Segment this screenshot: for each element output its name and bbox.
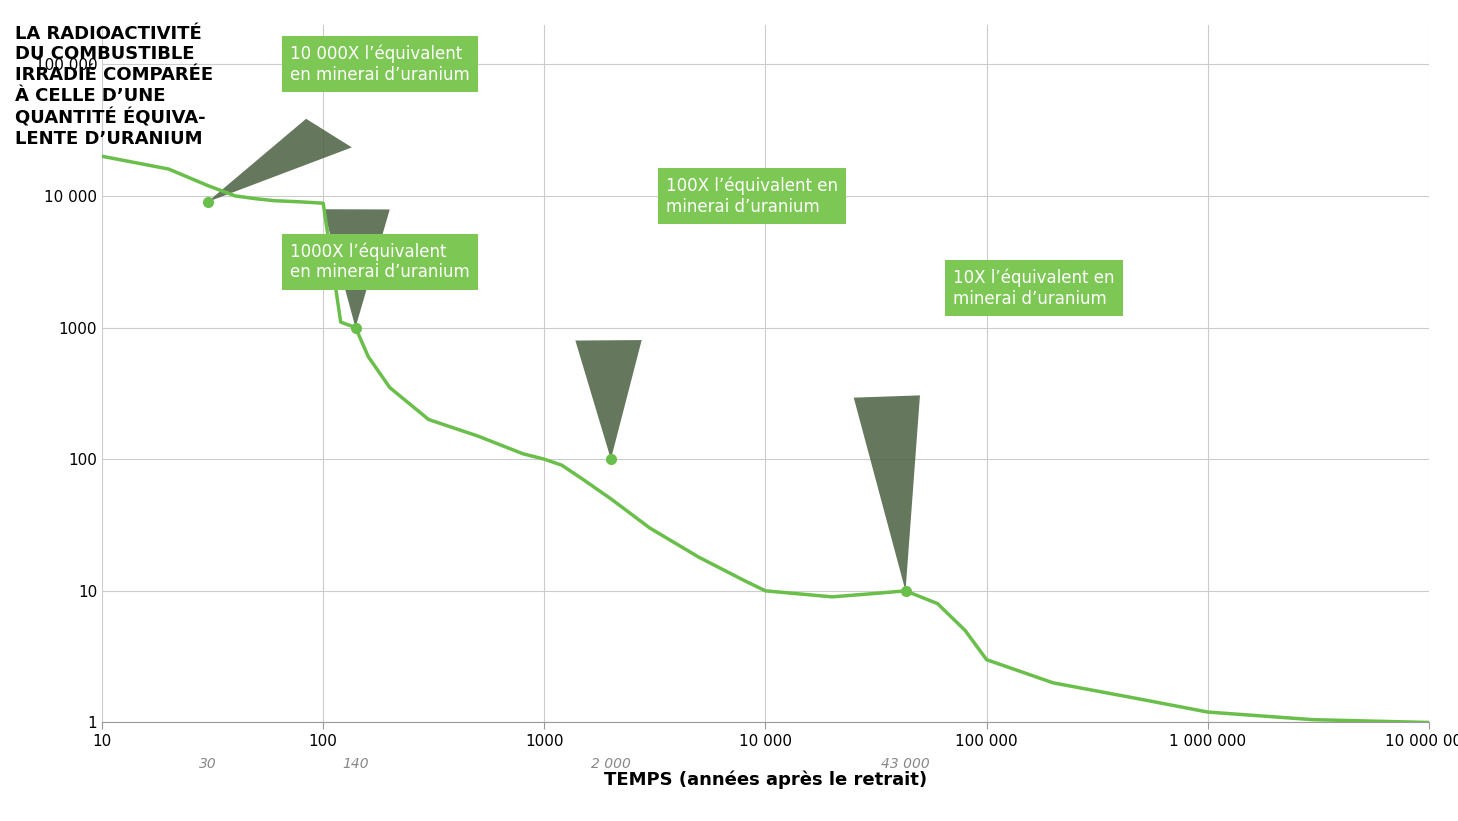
- Text: LA RADIOACTIVITÉ
DU COMBUSTIBLE
IRRADIÉ COMPARÉE
À CELLE D’UNE
QUANTITÉ ÉQUIVA-
: LA RADIOACTIVITÉ DU COMBUSTIBLE IRRADIÉ …: [15, 25, 213, 148]
- Polygon shape: [207, 119, 351, 202]
- Text: 100X l’équivalent en
minerai d’uranium: 100X l’équivalent en minerai d’uranium: [666, 177, 838, 216]
- Text: 2 000: 2 000: [590, 757, 631, 771]
- Text: 30: 30: [198, 757, 216, 771]
- Text: 43 000: 43 000: [881, 757, 930, 771]
- Text: 140: 140: [343, 757, 369, 771]
- Text: 10X l’équivalent en
minerai d’uranium: 10X l’équivalent en minerai d’uranium: [954, 268, 1115, 308]
- X-axis label: TEMPS (années après le retrait): TEMPS (années après le retrait): [604, 770, 927, 789]
- Polygon shape: [324, 209, 389, 328]
- Polygon shape: [854, 396, 920, 591]
- Text: 10 000X l’équivalent
en minerai d’uranium: 10 000X l’équivalent en minerai d’uraniu…: [290, 44, 469, 84]
- Text: 1000X l’équivalent
en minerai d’uranium: 1000X l’équivalent en minerai d’uranium: [290, 242, 469, 282]
- Polygon shape: [576, 340, 642, 459]
